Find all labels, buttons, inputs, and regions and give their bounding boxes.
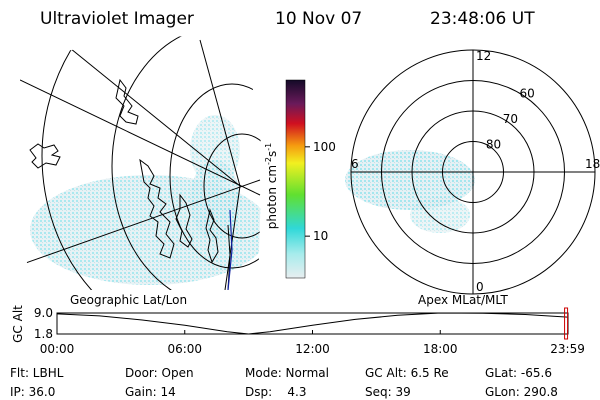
colorbar-tick-label: 100 <box>313 140 336 154</box>
exponent: -1 <box>264 143 273 151</box>
footer-field: Dsp: 4.3 <box>245 385 307 399</box>
footer-field: Mode: Normal <box>245 366 329 380</box>
x-tick-label: 12:00 <box>295 342 330 356</box>
geographic-map <box>20 35 262 290</box>
x-tick-label: 18:00 <box>423 342 458 356</box>
time-marker <box>564 307 569 340</box>
x-tick-label: 06:00 <box>167 342 202 356</box>
footer-field: Flt: LBHL <box>10 366 64 380</box>
mlt-label: 18 <box>585 157 600 171</box>
right-map-label: Apex MLat/MLT <box>418 293 508 307</box>
footer-field: GLon: 290.8 <box>485 385 558 399</box>
colorbar-label: photon cm-2s-1 <box>264 143 279 230</box>
footer-field: Door: Open <box>125 366 194 380</box>
footer-field: Gain: 14 <box>125 385 176 399</box>
x-tick-label: 23:59 <box>550 342 585 356</box>
unit: photon cm <box>265 165 279 229</box>
footer-field: GC Alt: 6.5 Re <box>365 366 449 380</box>
footer-field: Seq: 39 <box>365 385 411 399</box>
altitude-label: GC Alt <box>11 305 25 343</box>
lat-ring-label: 80 <box>486 138 501 152</box>
lat-ring-label: 60 <box>520 87 535 101</box>
footer-field: GLat: -65.6 <box>485 366 552 380</box>
mlt-label: 12 <box>476 49 491 63</box>
date: 10 Nov 07 <box>275 9 362 29</box>
exponent: -2 <box>264 157 273 165</box>
altitude-curve <box>56 312 568 335</box>
title: Ultraviolet Imager <box>40 9 194 29</box>
unit: s <box>265 151 279 157</box>
time: 23:48:06 UT <box>430 9 535 29</box>
mlt-label: 0 <box>476 280 484 294</box>
mlt-label: 6 <box>351 157 359 171</box>
left-map-label: Geographic Lat/Lon <box>70 293 187 307</box>
y-tick-label: 9.0 <box>34 306 53 320</box>
colorbar-tick-label: 10 <box>313 229 328 243</box>
y-tick-label: 1.8 <box>34 327 53 341</box>
polar-map <box>345 150 475 233</box>
footer: Flt: LBHL Door: Open Mode: Normal GC Alt: 6… <box>10 366 558 399</box>
lat-ring-label: 70 <box>503 112 518 126</box>
colorbar <box>285 79 306 279</box>
x-tick-label: 00:00 <box>40 342 75 356</box>
footer-field: IP: 36.0 <box>10 385 55 399</box>
